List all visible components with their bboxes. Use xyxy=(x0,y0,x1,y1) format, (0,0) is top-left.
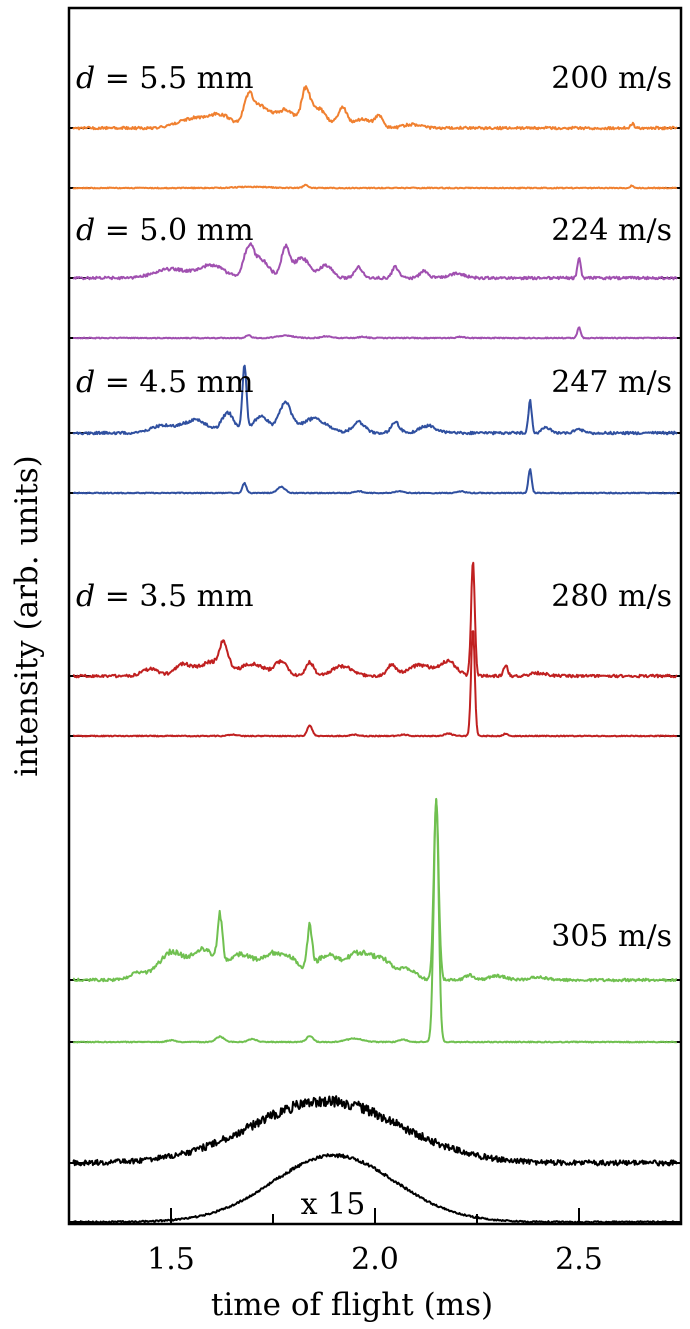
velocity-label-5: 305 m/s xyxy=(551,919,672,954)
trace-lower-2 xyxy=(72,326,678,340)
scale-note: x 15 xyxy=(301,1187,366,1222)
trace-upper-6 xyxy=(72,1095,678,1167)
velocity-label-2: 224 m/s xyxy=(551,213,672,248)
x-tick-label-2.5: 2.5 xyxy=(555,1242,603,1277)
distance-label-4: d = 3.5 mm xyxy=(76,579,254,614)
trace-lower-5 xyxy=(72,797,678,1044)
trace-lower-6 xyxy=(72,1153,678,1224)
distance-label-2: d = 5.0 mm xyxy=(76,213,254,248)
velocity-label-4: 280 m/s xyxy=(551,579,672,614)
trace-lower-3 xyxy=(72,468,678,495)
velocity-label-1: 200 m/s xyxy=(551,61,672,96)
x-axis: 1.5 2.0 2.5 xyxy=(68,1208,682,1277)
trace-upper-5 xyxy=(72,798,678,983)
traces-layer xyxy=(69,85,681,1224)
x-tick-label-1.5: 1.5 xyxy=(147,1242,195,1277)
trace-upper-2 xyxy=(72,242,678,281)
x-axis-label: time of flight (ms) xyxy=(211,1287,493,1323)
panel-labels-layer: d = 5.5 mm 200 m/s d = 5.0 mm 224 m/s d = 4.… xyxy=(76,61,672,954)
trace-lower-4 xyxy=(72,630,678,738)
trace-upper-1 xyxy=(72,85,678,131)
velocity-label-3: 247 m/s xyxy=(551,365,672,400)
trace-upper-4 xyxy=(72,561,678,679)
distance-label-3: d = 4.5 mm xyxy=(76,365,254,400)
distance-label-1: d = 5.5 mm xyxy=(76,61,254,96)
x-tick-label-2.0: 2.0 xyxy=(351,1242,399,1277)
y-axis-label: intensity (arb. units) xyxy=(9,455,45,777)
trace-upper-3 xyxy=(72,364,678,436)
trace-lower-1 xyxy=(72,183,678,190)
